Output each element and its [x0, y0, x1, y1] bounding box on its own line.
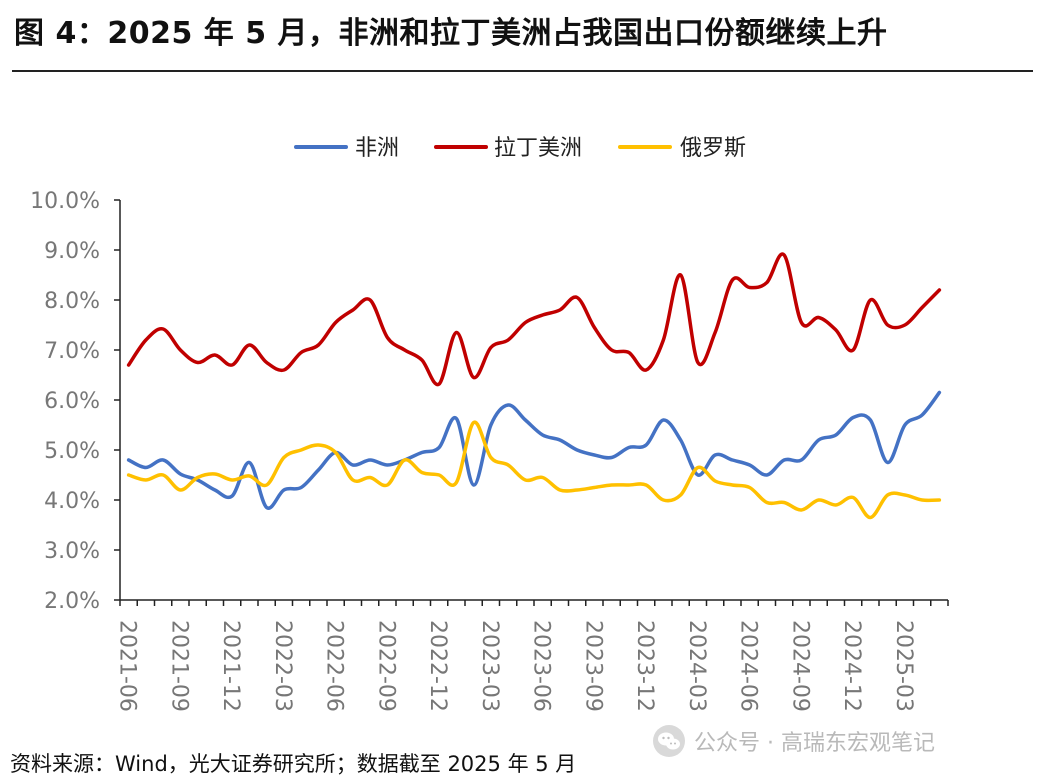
- legend-label: 俄罗斯: [680, 136, 746, 161]
- legend-label: 拉丁美洲: [494, 136, 582, 161]
- y-tick-label: 9.0%: [44, 239, 100, 264]
- x-tick-label: 2023-06: [529, 620, 554, 712]
- series-line-2: [126, 420, 942, 520]
- chart-svg: 2.0% 3.0% 4.0% 5.0% 6.0% 7.0% 8.0% 9.0% 10.0% 202…: [30, 136, 949, 712]
- x-tick-label: 2024-06: [736, 620, 761, 712]
- x-tick-label: 2021-06: [115, 620, 140, 712]
- x-tick-label: 2022-09: [373, 620, 398, 712]
- x-tick-label: 2023-09: [580, 620, 605, 712]
- x-tick-label: 2022-12: [425, 620, 450, 712]
- y-tick-label: 2.0%: [44, 589, 100, 614]
- page-title: 图 4：2025 年 5 月，非洲和拉丁美洲占我国出口份额继续上升: [14, 16, 888, 51]
- x-tick-label: 2025-03: [891, 620, 916, 712]
- x-tick-label: 2024-03: [684, 620, 709, 712]
- x-tick-label: 2023-12: [632, 620, 657, 712]
- legend-label: 非洲: [355, 136, 399, 161]
- y-tick-label: 3.0%: [44, 539, 100, 564]
- x-tick-label: 2024-12: [839, 620, 864, 712]
- y-tick-label: 6.0%: [44, 389, 100, 414]
- x-tick-label: 2022-06: [322, 620, 347, 712]
- y-tick-label: 8.0%: [44, 289, 100, 314]
- series-line-1: [126, 252, 942, 387]
- title-rule: [12, 70, 1033, 72]
- line-chart: 2.0% 3.0% 4.0% 5.0% 6.0% 7.0% 8.0% 9.0% 10.0% 202…: [0, 80, 1047, 740]
- y-tick-label: 5.0%: [44, 439, 100, 464]
- watermark-text: 公众号 · 高瑞东宏观笔记: [694, 731, 935, 756]
- watermark: 公众号 · 高瑞东宏观笔记: [652, 724, 935, 758]
- x-tick-label: 2021-09: [166, 620, 191, 712]
- y-tick-label: 4.0%: [44, 489, 100, 514]
- source-note: 资料来源：Wind，光大证券研究所；数据截至 2025 年 5 月: [10, 752, 577, 776]
- y-tick-label: 10.0%: [30, 189, 100, 214]
- series-line-0: [126, 390, 942, 510]
- x-tick-label: 2022-03: [270, 620, 295, 712]
- x-tick-label: 2021-12: [218, 620, 243, 712]
- x-tick-label: 2023-03: [477, 620, 502, 712]
- wechat-icon: [653, 725, 685, 757]
- x-tick-label: 2024-09: [787, 620, 812, 712]
- y-tick-label: 7.0%: [44, 339, 100, 364]
